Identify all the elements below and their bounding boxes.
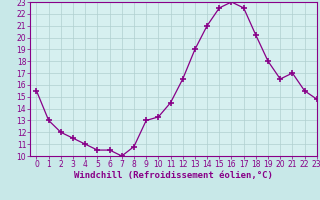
X-axis label: Windchill (Refroidissement éolien,°C): Windchill (Refroidissement éolien,°C) (74, 171, 273, 180)
